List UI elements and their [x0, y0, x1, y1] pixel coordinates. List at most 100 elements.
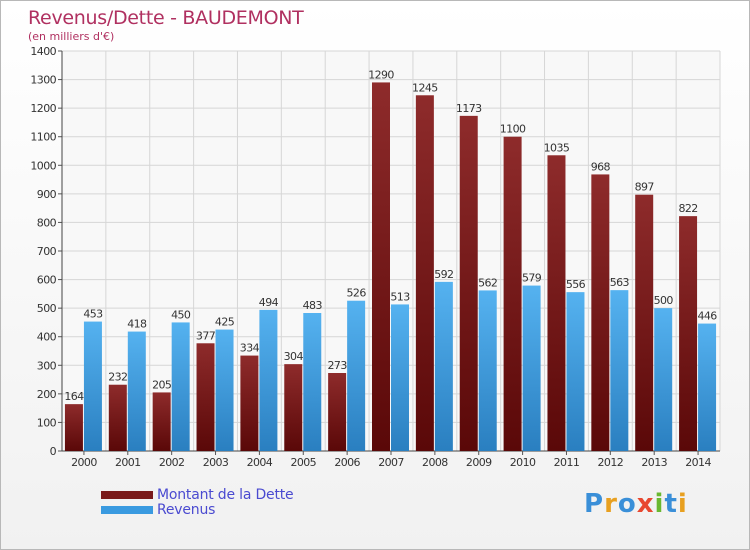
bar-dette [679, 216, 698, 451]
y-tick-label: 700 [37, 245, 57, 258]
x-tick-label: 2003 [203, 456, 229, 469]
logo-letter: o [617, 489, 637, 519]
bar-revenus [127, 331, 146, 451]
bar-dette [503, 136, 522, 451]
x-tick-label: 2014 [685, 456, 711, 469]
data-label-revenus: 425 [215, 316, 235, 329]
legend-swatch-revenus [101, 505, 153, 514]
bar-revenus [347, 300, 366, 451]
logo-letter: i [654, 489, 665, 519]
chart-subtitle: (en milliers d'€) [28, 30, 115, 43]
bar-revenus [478, 290, 497, 451]
bar-revenus [171, 322, 190, 451]
data-label-revenus: 526 [347, 287, 367, 300]
x-tick-label: 2007 [378, 456, 404, 469]
y-tick-label: 200 [37, 388, 57, 401]
bar-revenus [434, 281, 453, 451]
bar-revenus [522, 285, 541, 451]
legend-label-debt: Montant de la Dette [157, 486, 294, 503]
proxiti-logo: Proxiti [584, 489, 688, 519]
data-label-revenus: 446 [697, 310, 717, 323]
data-label-dette: 897 [635, 181, 655, 194]
x-tick-label: 2009 [466, 456, 492, 469]
bar-dette [591, 174, 610, 451]
bar-dette [328, 373, 347, 451]
x-tick-label: 2012 [598, 456, 624, 469]
y-tick-label: 1000 [30, 159, 56, 172]
bar-dette [547, 155, 566, 452]
bar-dette [415, 95, 434, 452]
legend: Montant de la Dette Revenus [101, 486, 294, 518]
bar-dette [284, 364, 303, 451]
x-tick-label: 2005 [290, 456, 316, 469]
data-label-revenus: 556 [566, 278, 586, 291]
legend-item-debt: Montant de la Dette [101, 486, 294, 503]
x-tick-label: 2000 [71, 456, 97, 469]
data-label-revenus: 453 [83, 308, 103, 321]
legend-swatch-debt [101, 490, 153, 499]
y-tick-label: 0 [50, 445, 57, 458]
bar-revenus [259, 309, 278, 451]
data-label-revenus: 483 [303, 299, 323, 312]
data-label-dette: 1290 [368, 68, 394, 81]
logo-letter: r [604, 489, 618, 519]
bar-dette [152, 392, 171, 451]
y-tick-label: 300 [37, 359, 57, 372]
bar-revenus [566, 292, 585, 451]
y-tick-label: 1200 [30, 102, 56, 115]
data-label-dette: 1035 [544, 141, 570, 154]
y-tick-label: 500 [37, 302, 57, 315]
x-tick-label: 2011 [554, 456, 580, 469]
data-label-dette: 377 [196, 329, 216, 342]
data-label-revenus: 450 [171, 308, 191, 321]
logo-letter: P [584, 489, 605, 519]
x-tick-label: 2008 [422, 456, 448, 469]
bar-revenus [610, 290, 629, 451]
x-tick-label: 2001 [115, 456, 141, 469]
data-label-revenus: 494 [259, 296, 279, 309]
bar-revenus [698, 323, 717, 451]
logo-letter: t [664, 489, 678, 519]
data-label-dette: 968 [591, 160, 611, 173]
y-tick-label: 900 [37, 188, 57, 201]
bar-revenus [303, 313, 322, 451]
bar-dette [108, 384, 127, 451]
y-tick-label: 100 [37, 416, 57, 429]
y-tick-label: 400 [37, 331, 57, 344]
data-label-revenus: 592 [434, 268, 453, 281]
y-tick-label: 800 [37, 216, 57, 229]
bar-dette [64, 404, 83, 451]
y-tick-label: 1300 [30, 74, 56, 87]
data-label-dette: 1173 [456, 102, 482, 115]
x-tick-label: 2010 [510, 456, 536, 469]
data-label-revenus: 500 [654, 294, 674, 307]
x-tick-label: 2006 [334, 456, 360, 469]
bar-dette [635, 194, 654, 451]
data-label-dette: 304 [284, 350, 304, 363]
bar-dette [459, 115, 478, 451]
data-label-dette: 273 [328, 359, 348, 372]
y-tick-label: 600 [37, 274, 57, 287]
bar-dette [196, 343, 215, 451]
data-label-revenus: 562 [478, 276, 497, 289]
chart-title: Revenus/Dette - BAUDEMONT [28, 7, 304, 29]
x-tick-label: 2004 [247, 456, 273, 469]
y-tick-label: 1100 [30, 131, 56, 144]
logo-letter: i [677, 489, 688, 519]
data-label-revenus: 418 [127, 318, 147, 331]
x-tick-label: 2002 [159, 456, 185, 469]
bar-revenus [215, 329, 234, 451]
y-tick-label: 1400 [30, 45, 56, 58]
data-label-dette: 164 [64, 390, 84, 403]
data-label-revenus: 513 [390, 290, 410, 303]
bar-dette [372, 82, 390, 451]
data-label-dette: 822 [678, 202, 697, 215]
data-label-dette: 1100 [500, 123, 526, 136]
bar-revenus [83, 321, 102, 451]
data-label-dette: 1245 [412, 81, 438, 94]
x-tick-label: 2013 [641, 456, 667, 469]
data-label-dette: 334 [240, 342, 260, 355]
legend-item-revenus: Revenus [101, 502, 293, 518]
